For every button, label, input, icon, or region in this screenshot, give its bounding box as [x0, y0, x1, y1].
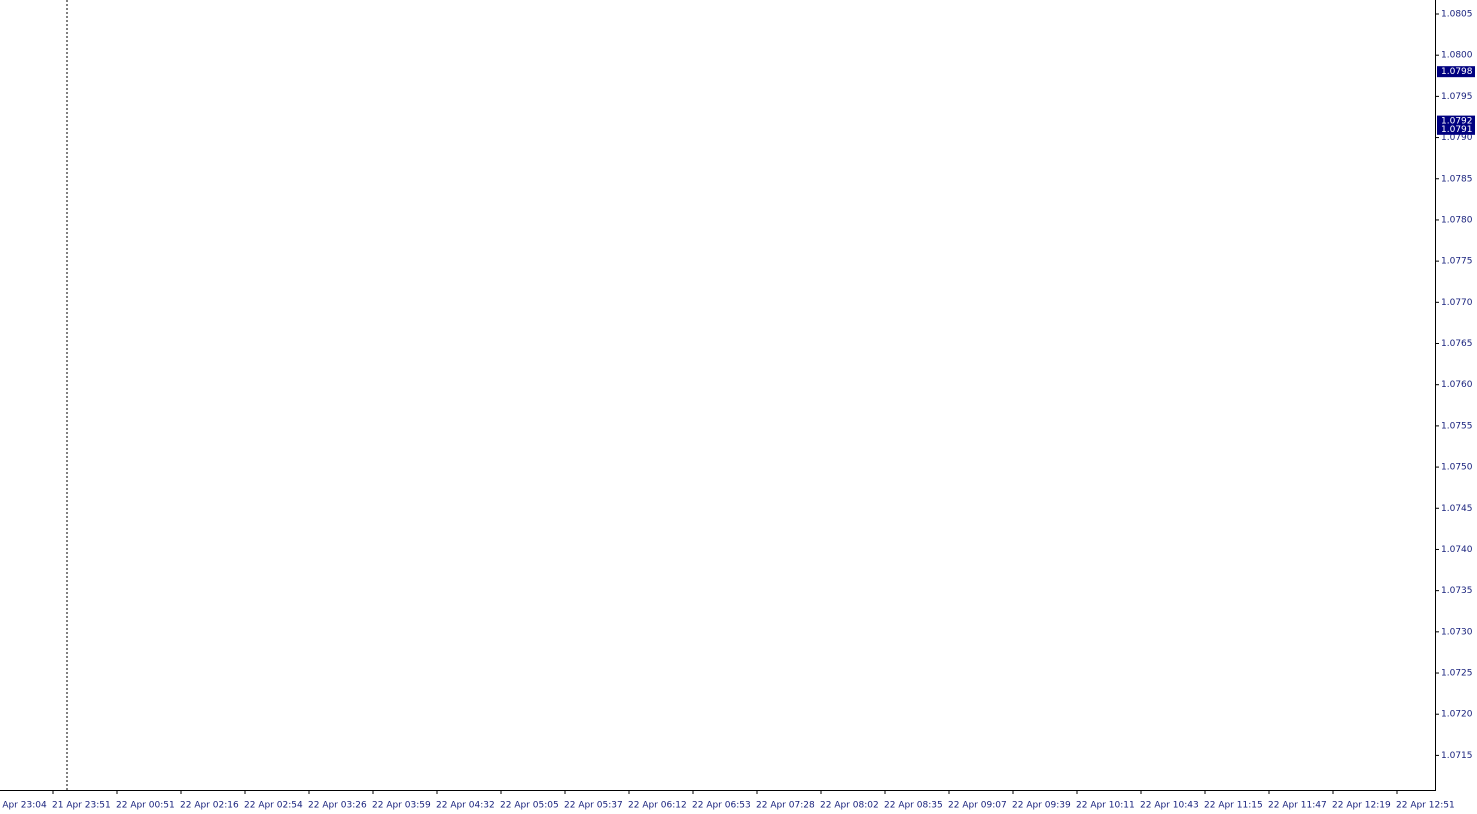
y-tick-label: 1.0785 [1441, 174, 1473, 184]
y-tick-label: 1.0755 [1441, 421, 1473, 431]
level-label: 1.0792 [1441, 117, 1473, 127]
x-tick-label: 21 Apr 23:51 [52, 801, 111, 811]
y-tick-label: 1.0765 [1441, 339, 1473, 349]
y-tick-label: 1.0730 [1441, 627, 1473, 637]
x-tick-label: 22 Apr 06:12 [628, 801, 687, 811]
y-tick-label: 1.0760 [1441, 380, 1473, 390]
level-label-box [1437, 115, 1475, 127]
y-tick-label: 1.0720 [1441, 710, 1473, 720]
y-tick-label: 1.0715 [1441, 751, 1473, 761]
y-tick-label: 1.0725 [1441, 669, 1473, 679]
x-tick-label: 21 Apr 23:04 [0, 801, 47, 811]
level-label-box [1437, 123, 1475, 135]
y-tick-label: 1.0750 [1441, 463, 1473, 473]
y-tick-label: 1.0790 [1441, 133, 1473, 143]
x-tick-label: 22 Apr 03:26 [308, 801, 367, 811]
y-tick-label: 1.0740 [1441, 545, 1473, 555]
x-tick-label: 22 Apr 08:02 [820, 801, 879, 811]
x-tick-label: 22 Apr 07:28 [756, 801, 815, 811]
x-tick-label: 22 Apr 12:51 [1396, 801, 1455, 811]
y-tick-label: 1.0795 [1441, 92, 1473, 102]
x-tick-label: 22 Apr 09:07 [948, 801, 1007, 811]
x-tick-label: 22 Apr 02:16 [180, 801, 239, 811]
x-tick-label: 22 Apr 09:39 [1012, 801, 1071, 811]
x-tick-label: 22 Apr 08:35 [884, 801, 943, 811]
y-tick-label: 1.0800 [1441, 51, 1473, 61]
x-tick-label: 22 Apr 10:43 [1140, 801, 1199, 811]
x-tick-label: 22 Apr 02:54 [244, 801, 303, 811]
y-tick-label: 1.0745 [1441, 504, 1473, 514]
x-tick-label: 22 Apr 05:05 [500, 801, 559, 811]
y-tick-label: 1.0805 [1441, 10, 1473, 20]
y-tick-label: 1.0770 [1441, 298, 1473, 308]
y-tick-label: 1.0775 [1441, 257, 1473, 267]
x-tick-label: 22 Apr 00:51 [116, 801, 175, 811]
x-tick-label: 22 Apr 06:53 [692, 801, 751, 811]
x-tick-label: 22 Apr 11:15 [1204, 801, 1263, 811]
x-tick-label: 22 Apr 12:19 [1332, 801, 1391, 811]
x-tick-label: 22 Apr 11:47 [1268, 801, 1327, 811]
x-tick-label: 22 Apr 03:59 [372, 801, 431, 811]
x-tick-label: 22 Apr 10:11 [1076, 801, 1135, 811]
level-label: 1.0791 [1441, 125, 1473, 135]
x-tick-label: 22 Apr 04:32 [436, 801, 495, 811]
x-tick-label: 22 Apr 05:37 [564, 801, 623, 811]
level-label-box [1437, 66, 1475, 78]
level-label: 1.0798 [1441, 67, 1473, 77]
axes: 1.0715 1.0720 1.0725 1.0730 1.0735 1.0740 1.07… [0, 10, 1475, 811]
y-tick-label: 1.0735 [1441, 586, 1473, 596]
y-tick-label: 1.0780 [1441, 215, 1473, 225]
